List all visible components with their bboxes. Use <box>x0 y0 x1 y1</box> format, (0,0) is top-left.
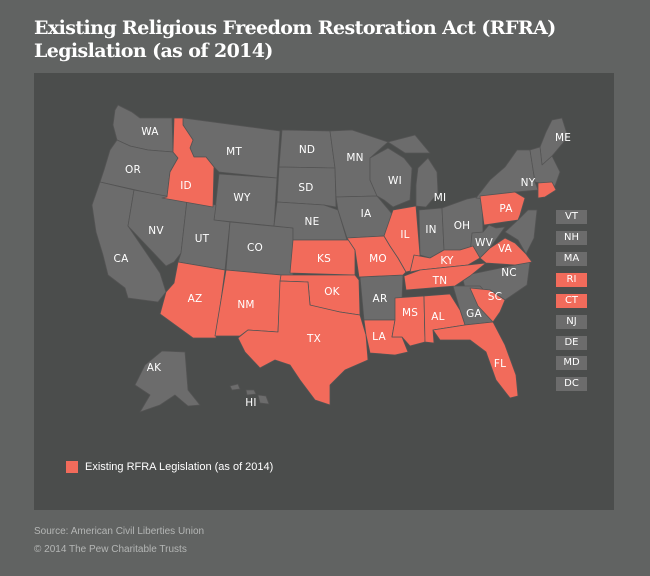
state-KS[interactable] <box>289 239 356 276</box>
state-SC[interactable] <box>469 287 506 323</box>
box-NH[interactable]: NH <box>556 231 587 245</box>
label-VA: VA <box>497 243 513 255</box>
state-AK[interactable] <box>134 350 201 413</box>
label-NM: NM <box>237 299 255 311</box>
legend: Existing RFRA Legislation (as of 2014) <box>66 461 273 473</box>
state-SD[interactable] <box>276 166 337 208</box>
state-NY[interactable] <box>475 149 539 200</box>
label-LA: LA <box>372 331 386 343</box>
box-MA[interactable]: MA <box>556 252 587 266</box>
label-FL: FL <box>493 358 507 370</box>
legend-label: Existing RFRA Legislation (as of 2014) <box>85 461 274 473</box>
copyright-note: © 2014 The Pew Charitable Trusts <box>34 544 187 555</box>
state-HI[interactable] <box>229 383 270 405</box>
label-NE: NE <box>304 216 320 228</box>
state-MI[interactable] <box>387 134 439 208</box>
box-RI[interactable]: RI <box>556 273 587 287</box>
state-IL[interactable] <box>383 205 421 273</box>
label-AL: AL <box>431 311 445 323</box>
box-NJ[interactable]: NJ <box>556 315 587 329</box>
state-WI[interactable] <box>369 147 413 208</box>
label-UT: UT <box>194 233 210 245</box>
chart-title: Existing Religious Freedom Restoration A… <box>34 17 634 63</box>
box-VT[interactable]: VT <box>556 210 587 224</box>
label-ID: ID <box>180 180 192 192</box>
state-ID[interactable] <box>161 117 215 208</box>
label-NV: NV <box>148 225 164 237</box>
label-MO: MO <box>369 253 387 265</box>
label-GA: GA <box>466 308 482 320</box>
label-HI: HI <box>245 397 257 409</box>
label-MT: MT <box>226 146 242 158</box>
label-ND: ND <box>298 144 316 156</box>
label-WY: WY <box>233 192 251 204</box>
title-line-2: Legislation (as of 2014) <box>34 40 273 62</box>
label-CA: CA <box>113 253 129 265</box>
label-WI: WI <box>388 175 402 187</box>
state-TN[interactable] <box>403 262 487 291</box>
title-line-1: Existing Religious Freedom Restoration A… <box>34 17 556 39</box>
label-MI: MI <box>433 192 447 204</box>
label-TX: TX <box>306 333 322 345</box>
label-AK: AK <box>146 362 162 374</box>
label-WV: WV <box>475 237 493 249</box>
state-PA[interactable] <box>479 191 526 226</box>
label-PA: PA <box>499 203 513 215</box>
label-OH: OH <box>453 220 471 232</box>
label-NC: NC <box>501 267 517 279</box>
label-MS: MS <box>401 307 419 319</box>
label-IL: IL <box>400 229 410 241</box>
label-AR: AR <box>372 293 388 305</box>
label-OK: OK <box>324 286 340 298</box>
box-DE[interactable]: DE <box>556 336 587 350</box>
state-AZ[interactable] <box>159 261 226 339</box>
label-CO: CO <box>247 242 263 254</box>
label-OR: OR <box>125 164 141 176</box>
source-note: Source: American Civil Liberties Union <box>34 526 205 537</box>
label-SD: SD <box>298 182 314 194</box>
label-TN: TN <box>432 275 448 287</box>
legend-swatch <box>66 461 78 473</box>
label-SC: SC <box>487 291 503 303</box>
label-KY: KY <box>440 255 454 267</box>
state-FL[interactable] <box>432 321 519 399</box>
state-VA[interactable] <box>479 237 533 266</box>
box-MD[interactable]: MD <box>556 356 587 370</box>
label-MN: MN <box>346 152 364 164</box>
box-DC[interactable]: DC <box>556 377 587 391</box>
label-IN: IN <box>425 224 437 236</box>
label-ME: ME <box>554 132 572 144</box>
state-CT-RI[interactable] <box>537 181 557 199</box>
box-CT[interactable]: CT <box>556 294 587 308</box>
state-UT[interactable] <box>177 199 231 271</box>
label-WA: WA <box>141 126 159 138</box>
label-NY: NY <box>520 177 536 189</box>
label-KS: KS <box>317 253 331 265</box>
state-NJ-DE-MD[interactable] <box>504 209 538 255</box>
label-IA: IA <box>360 208 372 220</box>
label-AZ: AZ <box>187 293 203 305</box>
state-TX[interactable] <box>237 280 369 406</box>
